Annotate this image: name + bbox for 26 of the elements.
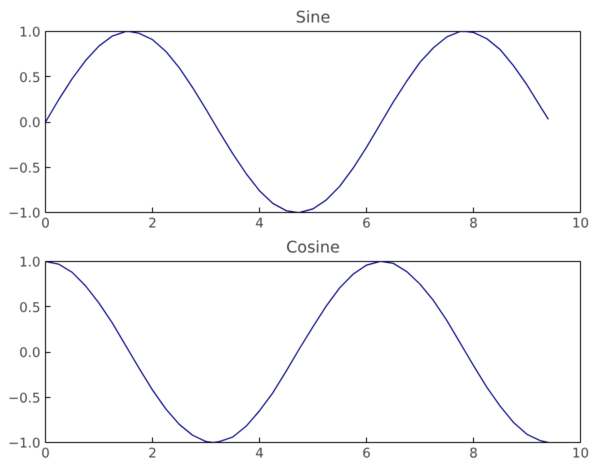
chart-title: Cosine (286, 238, 340, 256)
line-series (46, 32, 549, 212)
x-tick-label: 4 (255, 446, 264, 462)
y-tick-label: 1.0 (19, 26, 41, 40)
chart-title: Sine (296, 8, 330, 26)
line-series (46, 262, 549, 442)
y-tick-label: 0.5 (19, 300, 41, 316)
x-tick-label: 6 (362, 446, 371, 462)
y-tick-label: 0.0 (19, 346, 41, 361)
y-tick-label: −1.0 (8, 206, 41, 222)
y-tick-label: 0.0 (19, 116, 41, 131)
x-tick-label: 8 (469, 446, 478, 462)
y-tick-label: −1.0 (8, 436, 41, 452)
y-tick-label: −0.5 (8, 391, 41, 406)
x-tick-label: 0 (41, 216, 50, 232)
x-tick-label: 10 (572, 446, 589, 462)
x-tick-label: 6 (362, 216, 371, 232)
x-tick-label: 10 (572, 216, 589, 232)
x-tick-label: 8 (469, 216, 478, 232)
y-tick-label: −0.5 (8, 161, 41, 176)
y-tick-label: 1.0 (19, 256, 41, 270)
y-tick-label: 0.5 (19, 70, 41, 86)
x-tick-label: 2 (148, 216, 157, 232)
x-tick-label: 2 (148, 446, 157, 462)
x-tick-label: 0 (41, 446, 50, 462)
x-tick-label: 4 (255, 216, 264, 232)
